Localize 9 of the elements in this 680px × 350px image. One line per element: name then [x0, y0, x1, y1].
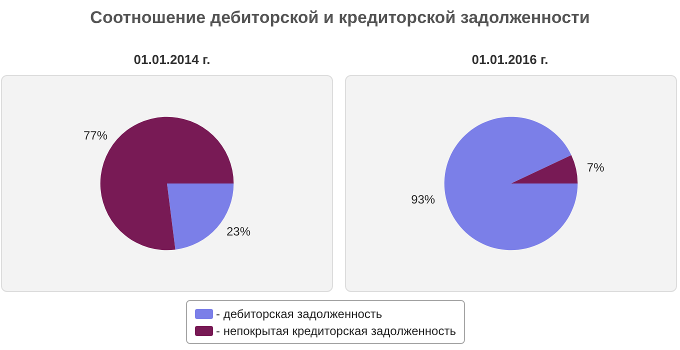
data-label: 93%: [411, 192, 436, 206]
legend-label: - непокрытая кредиторская задолженность: [216, 324, 456, 338]
data-label: 77%: [83, 128, 108, 142]
data-label: 7%: [586, 160, 605, 175]
chart-subtitle: 01.01.2014 г.: [132, 52, 212, 67]
legend-label: - дебиторская задолженность: [216, 306, 382, 320]
chart-title: Соотношение дебиторской и кредиторской задолженности: [89, 8, 591, 28]
data-label: 23%: [226, 224, 251, 239]
chart-title: 01.01.2016 г.: [470, 52, 550, 67]
